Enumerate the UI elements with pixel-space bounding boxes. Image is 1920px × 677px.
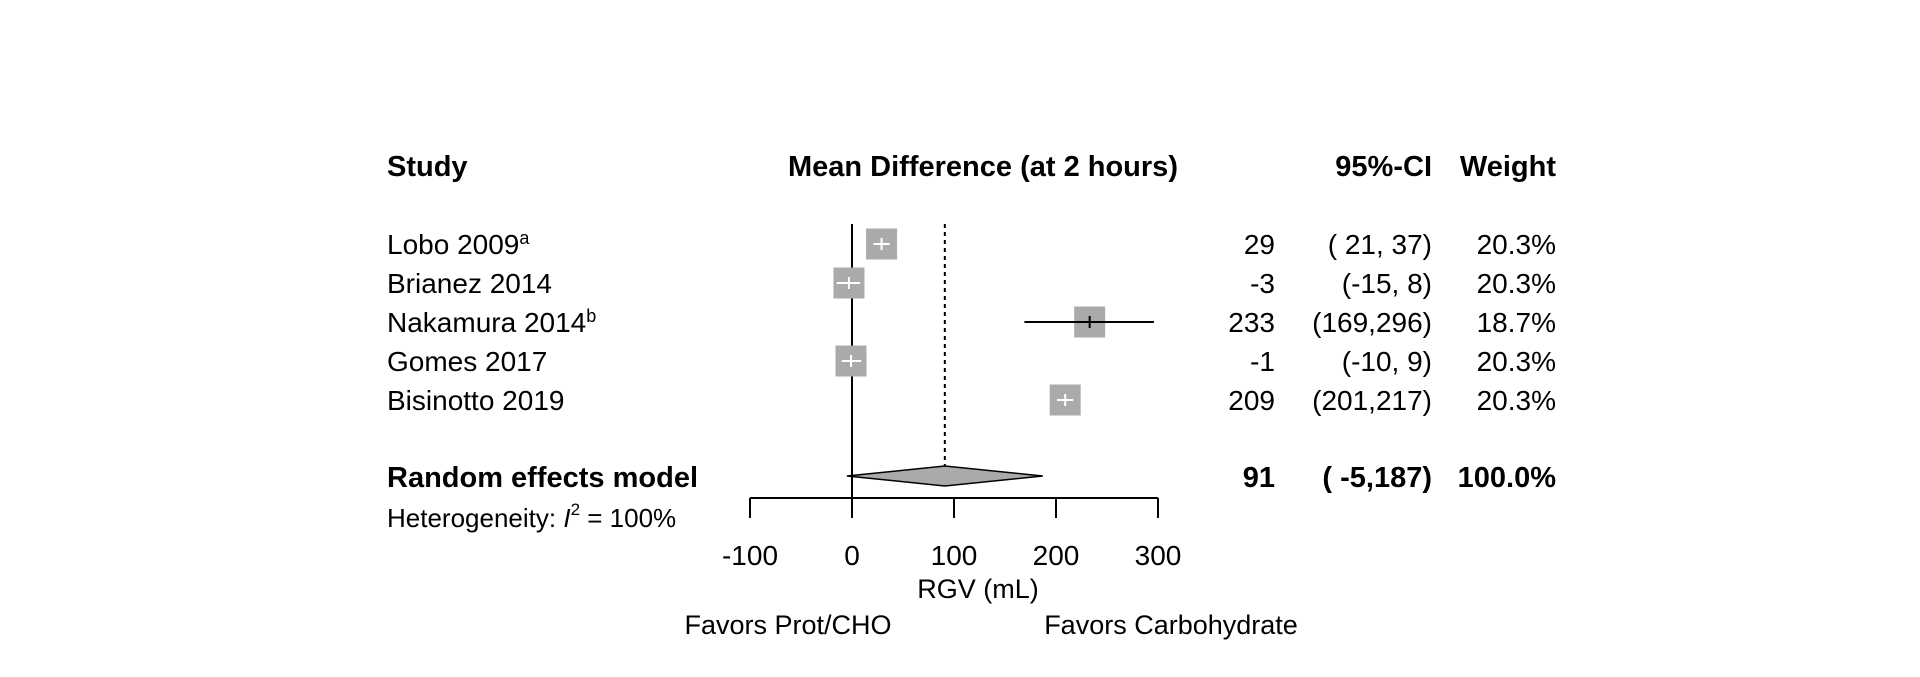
study-footnote-mark: a (519, 228, 530, 248)
x-axis-label: RGV (mL) (917, 574, 1039, 604)
x-axis-tick-label: -100 (722, 540, 778, 571)
study-weight: 20.3% (1477, 385, 1556, 416)
study-rows: Lobo 2009a 29 ( 21, 37) 20.3% Brianez 2014 -3… (387, 228, 1556, 416)
study-ci: ( 21, 37) (1328, 229, 1432, 260)
study-ci: (-10, 9) (1342, 346, 1432, 377)
study-name: Bisinotto 2019 (387, 385, 564, 416)
study-weight: 20.3% (1477, 229, 1556, 260)
x-axis-tick-label: 200 (1033, 540, 1080, 571)
study-weight: 20.3% (1477, 268, 1556, 299)
pooled-ci: ( -5,187) (1322, 462, 1432, 494)
favors-left-label: Favors Prot/CHO (684, 610, 891, 640)
study-md: -1 (1250, 346, 1275, 377)
heterogeneity-text: Heterogeneity: I2 = 100% (387, 500, 676, 533)
header-study: Study (387, 151, 468, 183)
study-md: 29 (1244, 229, 1275, 260)
x-axis-tick-label: 0 (844, 540, 860, 571)
header-weight: Weight (1460, 151, 1556, 183)
favors-right-label: Favors Carbohydrate (1044, 610, 1298, 640)
study-ci: (201,217) (1312, 385, 1432, 416)
heterogeneity-symbol: I (563, 503, 570, 533)
study-md: 233 (1228, 307, 1275, 338)
heterogeneity-suffix: = 100% (580, 503, 676, 533)
study-weight: 18.7% (1477, 307, 1556, 338)
study-name: Lobo 2009a (387, 228, 530, 260)
study-md: -3 (1250, 268, 1275, 299)
study-name: Nakamura 2014b (387, 306, 596, 338)
study-name: Brianez 2014 (387, 268, 552, 299)
chart-title: Mean Difference (at 2 hours) (788, 151, 1178, 183)
study-weight: 20.3% (1477, 346, 1556, 377)
pooled-md: 91 (1243, 462, 1275, 494)
heterogeneity-prefix: Heterogeneity: (387, 503, 563, 533)
x-axis-tick-label: 300 (1135, 540, 1182, 571)
study-ci: (169,296) (1312, 307, 1432, 338)
pooled-diamond (846, 465, 1043, 487)
study-md: 209 (1228, 385, 1275, 416)
x-axis-tick-label: 100 (931, 540, 978, 571)
plot-marks (833, 224, 1154, 500)
study-footnote-mark: b (586, 306, 596, 326)
header-ci: 95%-CI (1335, 151, 1432, 183)
study-ci: (-15, 8) (1342, 268, 1432, 299)
pooled-label: Random effects model (387, 462, 698, 494)
pooled-weight: 100.0% (1458, 462, 1557, 494)
study-name: Gomes 2017 (387, 346, 547, 377)
x-axis: -100 0 100 200 300 (722, 497, 1182, 571)
heterogeneity-exponent: 2 (571, 500, 580, 519)
